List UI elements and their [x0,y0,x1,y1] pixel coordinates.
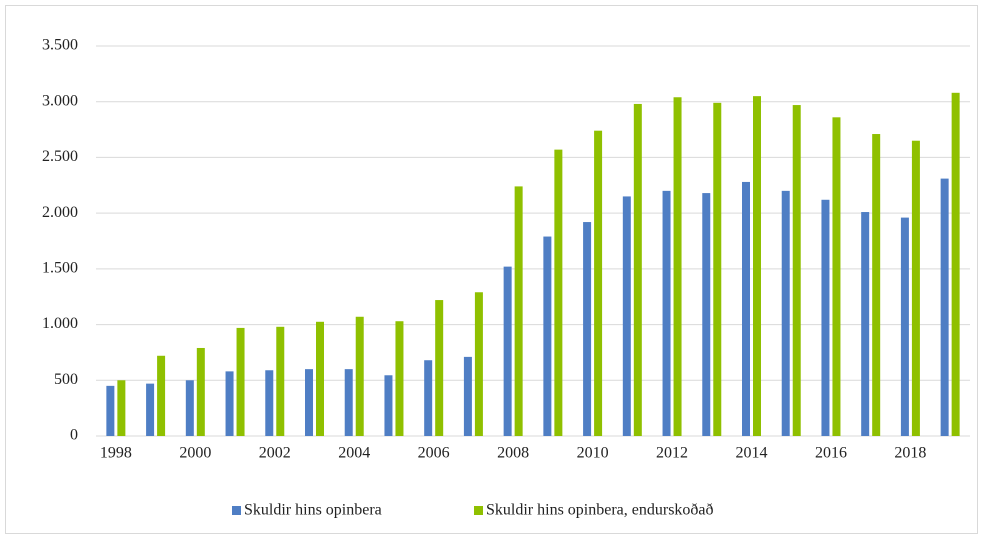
y-tick-label: 2.000 [42,204,78,221]
bar [673,97,682,436]
x-tick-label: 2018 [894,445,926,462]
bar [633,103,642,436]
bar [463,356,472,436]
bar [753,96,761,437]
bar [861,212,870,436]
bar [792,105,801,437]
legend-swatch [232,506,241,515]
x-tick-label: 1998 [100,445,132,462]
y-tick-label: 3.000 [42,92,78,109]
y-tick-label: 1.000 [42,315,78,332]
x-tick-label: 2012 [656,445,688,462]
bar [316,321,324,436]
bar [344,369,353,436]
bar [305,369,313,436]
bar [435,300,444,436]
bar [196,347,205,436]
bar [781,190,790,436]
bar [146,383,155,436]
bar [117,380,126,436]
bar [225,371,234,436]
x-tick-label: 2004 [338,445,370,462]
bar [911,140,920,436]
bar [940,178,949,436]
bar [106,385,115,436]
bar [474,292,483,436]
x-tick-label: 2016 [815,445,847,462]
bar [821,199,830,436]
bar [622,196,631,436]
bar [185,380,194,436]
y-tick-label: 2.500 [42,148,78,165]
bar [514,186,523,436]
legend-swatch [474,506,483,515]
x-tick-label: 2000 [179,445,211,462]
legend-label: Skuldir hins opinbera, endurskoðað [486,502,714,519]
bar [583,222,592,436]
bar [157,355,166,436]
y-tick-label: 500 [54,371,78,388]
x-tick-label: 2002 [259,445,291,462]
bar [276,326,285,436]
bar [503,266,512,436]
bar [832,117,841,437]
bar [662,190,671,436]
x-tick-label: 2014 [736,445,768,462]
bar [702,193,711,436]
bar [236,327,245,436]
bar [900,217,909,436]
bar [594,130,603,436]
bar [384,375,393,436]
bar [395,321,404,436]
bar [951,92,960,437]
bar [742,181,750,436]
bar [424,360,433,436]
bar [543,236,552,436]
bar [265,370,274,436]
x-tick-label: 2008 [497,445,529,462]
x-tick-label: 2006 [418,445,450,462]
x-tick-label: 2010 [577,445,609,462]
legend-label: Skuldir hins opinbera [244,502,382,519]
y-tick-label: 0 [70,427,78,444]
bar [872,134,881,436]
bar [554,149,563,436]
chart-border [5,5,978,534]
y-tick-label: 1.500 [42,260,78,277]
bar [713,102,722,436]
y-tick-label: 3.500 [42,37,78,54]
bar [355,316,364,436]
